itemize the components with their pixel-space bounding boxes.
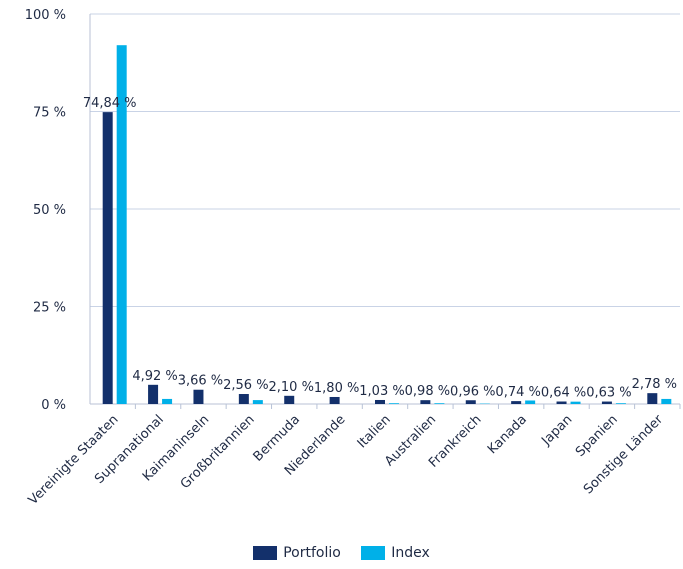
data-label: 1,03 % bbox=[359, 384, 404, 399]
bar-portfolio bbox=[375, 399, 385, 404]
bar-index bbox=[525, 400, 536, 404]
y-tick-label: 25 % bbox=[33, 301, 66, 316]
data-label: 1,80 % bbox=[314, 381, 359, 396]
legend-swatch-index bbox=[361, 546, 386, 560]
legend-swatch-portfolio bbox=[253, 546, 278, 560]
bar-portfolio bbox=[556, 401, 567, 404]
category-label: Italien bbox=[355, 412, 394, 451]
bar-portfolio bbox=[102, 112, 113, 405]
bar-portfolio bbox=[238, 394, 249, 404]
legend-label-index: Index bbox=[391, 545, 430, 561]
bar-index bbox=[661, 398, 672, 404]
data-label: 2,78 % bbox=[632, 377, 677, 392]
data-label: 0,64 % bbox=[541, 386, 586, 401]
y-tick-label: 50 % bbox=[33, 203, 66, 218]
bar-portfolio bbox=[420, 400, 431, 404]
data-label: 0,98 % bbox=[405, 384, 450, 399]
bar-portfolio bbox=[601, 401, 612, 404]
y-tick-label: 100 % bbox=[25, 8, 66, 23]
bar-index bbox=[389, 403, 399, 404]
bar-portfolio bbox=[647, 393, 658, 404]
data-label: 3,66 % bbox=[178, 374, 223, 389]
bar-portfolio bbox=[511, 401, 522, 404]
category-label: Kanada bbox=[485, 412, 530, 457]
bar-index bbox=[162, 398, 173, 404]
bar-portfolio bbox=[465, 400, 476, 404]
bar-portfolio bbox=[329, 396, 340, 404]
data-label: 0,96 % bbox=[450, 384, 495, 399]
bar-index bbox=[434, 403, 445, 404]
bar-index bbox=[116, 45, 127, 404]
legend-item-portfolio: Portfolio bbox=[253, 545, 341, 561]
category-label: Sonstige Länder bbox=[581, 412, 667, 498]
legend-item-index: Index bbox=[361, 545, 430, 561]
chart-legend: Portfolio Index bbox=[0, 545, 683, 564]
data-label: 2,10 % bbox=[269, 380, 314, 395]
bar-index bbox=[252, 400, 263, 404]
bar-portfolio bbox=[148, 384, 159, 404]
bar-index bbox=[570, 401, 581, 404]
bar-index bbox=[615, 403, 626, 404]
bar-chart: 0 %25 %50 %75 %100 %74,84 %Vereinigte St… bbox=[25, 8, 681, 508]
data-label: 0,63 % bbox=[586, 386, 631, 401]
category-label: Japan bbox=[538, 412, 575, 449]
data-label: 0,74 % bbox=[495, 385, 540, 400]
legend-label-portfolio: Portfolio bbox=[283, 545, 341, 561]
data-label: 74,84 % bbox=[83, 96, 137, 111]
y-tick-label: 0 % bbox=[41, 398, 66, 413]
bar-portfolio bbox=[193, 389, 204, 404]
bar-portfolio bbox=[284, 395, 295, 404]
data-label: 4,92 % bbox=[132, 369, 177, 384]
y-tick-label: 75 % bbox=[33, 106, 66, 121]
data-label: 2,56 % bbox=[223, 378, 268, 393]
